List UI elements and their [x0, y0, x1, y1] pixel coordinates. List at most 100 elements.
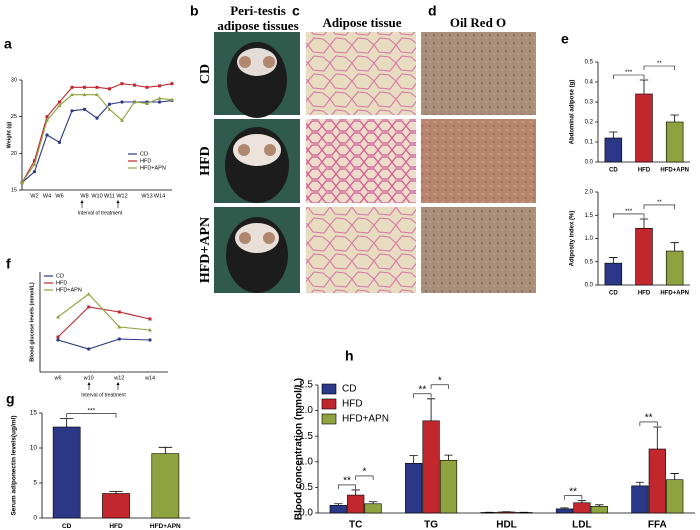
- legend-label: HFD+APN: [56, 287, 82, 293]
- y-tick-label: 10: [30, 445, 38, 452]
- marker: [86, 292, 91, 296]
- marker: [56, 335, 60, 339]
- y-axis-label: Blood concentration (mmol/L): [294, 378, 305, 520]
- photo-header: Peri-testis: [230, 3, 286, 18]
- marker: [56, 338, 60, 342]
- marker: [32, 170, 37, 174]
- sig-bracket: [430, 384, 449, 389]
- legend-swatch: [321, 398, 337, 410]
- error-bar: [670, 242, 679, 252]
- sig-label: *: [362, 467, 366, 478]
- y-tick-label: 2.5: [299, 380, 313, 391]
- x-tick-label: LDL: [572, 520, 591, 530]
- error-bar: [639, 218, 649, 229]
- sig-label: **: [343, 476, 351, 487]
- sig-label: **: [657, 200, 662, 206]
- marker: [20, 180, 24, 185]
- x-tick-label: HFD+APN: [660, 168, 689, 174]
- marker: [117, 310, 121, 314]
- y-tick-label: 15: [11, 187, 17, 193]
- sig-label: **: [645, 413, 653, 424]
- panel-letter: f: [6, 256, 11, 272]
- row-label: CD: [198, 64, 213, 84]
- y-tick-label: 0.0: [585, 283, 594, 289]
- marker: [45, 133, 49, 137]
- marker: [148, 338, 152, 342]
- y-tick-label: 5: [33, 480, 37, 487]
- x-tick-label: w14: [144, 375, 155, 381]
- x-tick-label: HFD+APN: [660, 291, 689, 297]
- error-bar: [609, 257, 618, 264]
- marker: [107, 102, 112, 106]
- annotation: Interval of treatment: [81, 392, 126, 398]
- x-tick-label: CD: [609, 291, 618, 297]
- error-bar: [639, 79, 649, 94]
- marker: [170, 97, 174, 102]
- marker: [56, 315, 60, 319]
- x-tick-label: w10: [83, 375, 94, 381]
- x-tick-label: W13: [141, 193, 152, 199]
- marker: [95, 85, 99, 89]
- y-axis-label: Weight (g): [6, 121, 12, 148]
- marker: [83, 85, 86, 89]
- legend-label: HFD: [140, 158, 151, 164]
- x-tick-label: W10: [91, 193, 102, 199]
- sig-bracket: [337, 484, 356, 489]
- oil-red-photos: [421, 32, 536, 293]
- marker: [108, 87, 111, 91]
- marker: [70, 109, 74, 113]
- photo-header: adipose tissues: [217, 18, 298, 33]
- line: [57, 338, 151, 350]
- bar: [52, 426, 81, 519]
- sig-label: ***: [625, 209, 633, 215]
- y-tick-label: 0.5: [299, 482, 313, 493]
- marker: [120, 118, 124, 122]
- marker: [82, 92, 87, 97]
- adipose-photos: [306, 32, 416, 293]
- legend-label: HFD: [342, 399, 363, 410]
- marker: [45, 118, 49, 122]
- arrow-head: [87, 382, 91, 385]
- marker: [148, 328, 152, 332]
- error-bar: [670, 473, 679, 480]
- error-bar: [351, 489, 360, 496]
- marker: [158, 84, 161, 88]
- sig-label: ***: [88, 408, 96, 415]
- line: [57, 306, 151, 338]
- y-axis-label: Serum adiponectin levels(ug/ml): [11, 415, 18, 515]
- sig-bracket: [564, 495, 583, 500]
- y-tick-label: 0.4: [585, 80, 594, 86]
- marker: [157, 96, 162, 100]
- x-tick-label: W8: [80, 193, 88, 199]
- sig-bracket: [643, 204, 675, 209]
- marker: [148, 317, 152, 321]
- x-tick-label: W4: [43, 193, 51, 199]
- legend-swatch: [321, 383, 337, 395]
- bar: [573, 502, 591, 514]
- marker: [45, 115, 49, 119]
- sig-bracket: [66, 413, 117, 418]
- x-tick-label: HDL: [496, 520, 517, 530]
- bar: [151, 453, 180, 519]
- bar: [102, 493, 130, 519]
- error-bar: [609, 131, 618, 138]
- marker: [145, 85, 149, 89]
- error-bar: [334, 503, 343, 506]
- x-tick-label: w12: [113, 375, 124, 381]
- y-tick-label: 0.2: [585, 120, 594, 126]
- panel-letter: b: [190, 3, 199, 19]
- arrow-head: [116, 200, 120, 203]
- error-bar: [426, 398, 436, 421]
- x-tick-label: TG: [424, 520, 438, 530]
- bar: [422, 420, 440, 514]
- arrow-head: [80, 200, 84, 203]
- panel-letter: c: [292, 3, 300, 19]
- sig-bracket: [413, 393, 432, 398]
- y-tick-label: 0.3: [585, 100, 594, 106]
- bar: [666, 479, 684, 514]
- y-axis-label: Adiposity index (%): [570, 211, 576, 267]
- error-bar: [577, 500, 587, 503]
- sig-label: **: [418, 384, 426, 395]
- x-tick-label: CD: [62, 523, 72, 530]
- bar: [497, 511, 516, 514]
